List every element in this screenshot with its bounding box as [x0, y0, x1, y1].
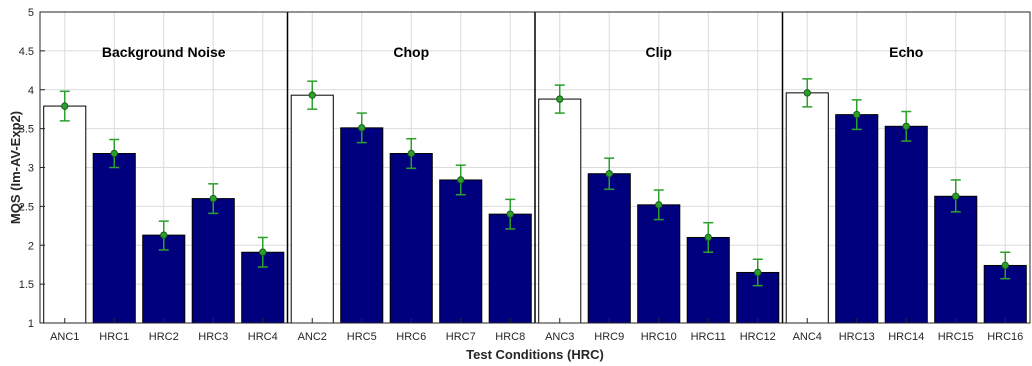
group-labels: Background Noise Chop Clip Echo	[102, 44, 923, 60]
group-label: Clip	[646, 44, 672, 60]
mean-marker	[902, 122, 910, 130]
mean-marker	[506, 210, 514, 218]
mean-marker	[308, 91, 316, 99]
x-tick-label: HRC2	[149, 331, 179, 343]
mean-marker	[803, 89, 811, 97]
x-tick-label: HRC16	[987, 331, 1023, 343]
y-tick-label: 2.5	[19, 201, 34, 213]
plot-frame	[39, 11, 1031, 324]
y-tick-label: 4	[28, 85, 34, 97]
x-tick-label: ANC4	[793, 331, 822, 343]
bar	[934, 195, 978, 324]
y-tick-label: 4.5	[19, 46, 34, 58]
mean-marker	[209, 194, 217, 203]
x-tick-label: HRC1	[99, 331, 129, 343]
x-tick-label: HRC8	[495, 331, 525, 343]
mean-marker	[160, 231, 168, 239]
mean-marker	[259, 248, 267, 256]
mean-marker	[110, 149, 118, 158]
y-tick-label: 2	[28, 240, 34, 252]
y-tick-label: 1	[28, 318, 34, 330]
bar	[785, 92, 829, 324]
bar	[191, 198, 235, 324]
x-tick-label: HRC4	[248, 331, 278, 343]
mean-marker	[952, 192, 960, 200]
x-tick-label: HRC13	[839, 331, 875, 343]
mean-marker	[1001, 261, 1009, 270]
bar	[835, 114, 879, 324]
mean-marker	[754, 268, 762, 277]
x-axis-ticks: ANC1 HRC1 HRC2 HRC3 HRC4 ANC2 HRC5 HRC6 HRC7 HRC8…	[50, 318, 1023, 343]
mean-marker	[358, 124, 366, 132]
mean-marker	[655, 201, 663, 209]
group-label: Chop	[393, 44, 429, 60]
y-axis-title: MQS (Im-AV-Exp2)	[8, 111, 23, 224]
mean-marker	[556, 95, 564, 103]
bar	[389, 153, 433, 324]
x-tick-label: HRC14	[888, 331, 924, 343]
mean-marker	[407, 149, 415, 158]
bar	[587, 173, 631, 324]
group-label: Echo	[889, 44, 923, 60]
bar	[538, 98, 582, 324]
x-tick-label: HRC11	[691, 331, 726, 343]
x-tick-label: ANC2	[298, 331, 327, 343]
bar	[488, 213, 532, 324]
y-tick-label: 3	[28, 163, 34, 175]
y-tick-label: 3.5	[19, 124, 34, 136]
group-separators	[286, 12, 784, 323]
bar	[439, 179, 483, 324]
x-tick-label: ANC3	[545, 331, 574, 343]
mean-marker	[853, 110, 861, 119]
mean-marker	[61, 102, 69, 110]
y-tick-label: 1.5	[19, 279, 34, 291]
x-tick-label: HRC5	[347, 331, 377, 343]
mean-marker	[704, 233, 712, 242]
x-tick-label: HRC12	[740, 331, 776, 343]
mean-marker	[605, 170, 613, 178]
y-axis-ticks: 1 1.5 2 2.5 3 3.5 4 4.5 5	[19, 7, 45, 330]
x-tick-label: HRC15	[938, 331, 974, 343]
x-tick-label: HRC6	[396, 331, 426, 343]
bar	[43, 105, 87, 324]
group-label: Background Noise	[102, 44, 226, 60]
bar	[637, 204, 681, 324]
y-tick-label: 5	[28, 7, 34, 19]
x-tick-label: HRC7	[446, 331, 476, 343]
x-tick-label: HRC10	[641, 331, 677, 343]
bar	[340, 127, 384, 324]
bar	[884, 125, 928, 324]
x-tick-label: ANC1	[50, 331, 79, 343]
bar	[92, 153, 136, 324]
x-axis-title: Test Conditions (HRC)	[466, 347, 604, 362]
x-tick-label: HRC9	[594, 331, 624, 343]
bar	[290, 94, 334, 324]
mean-marker	[457, 176, 465, 184]
x-tick-label: HRC3	[198, 331, 228, 343]
error-bars	[59, 78, 1011, 287]
